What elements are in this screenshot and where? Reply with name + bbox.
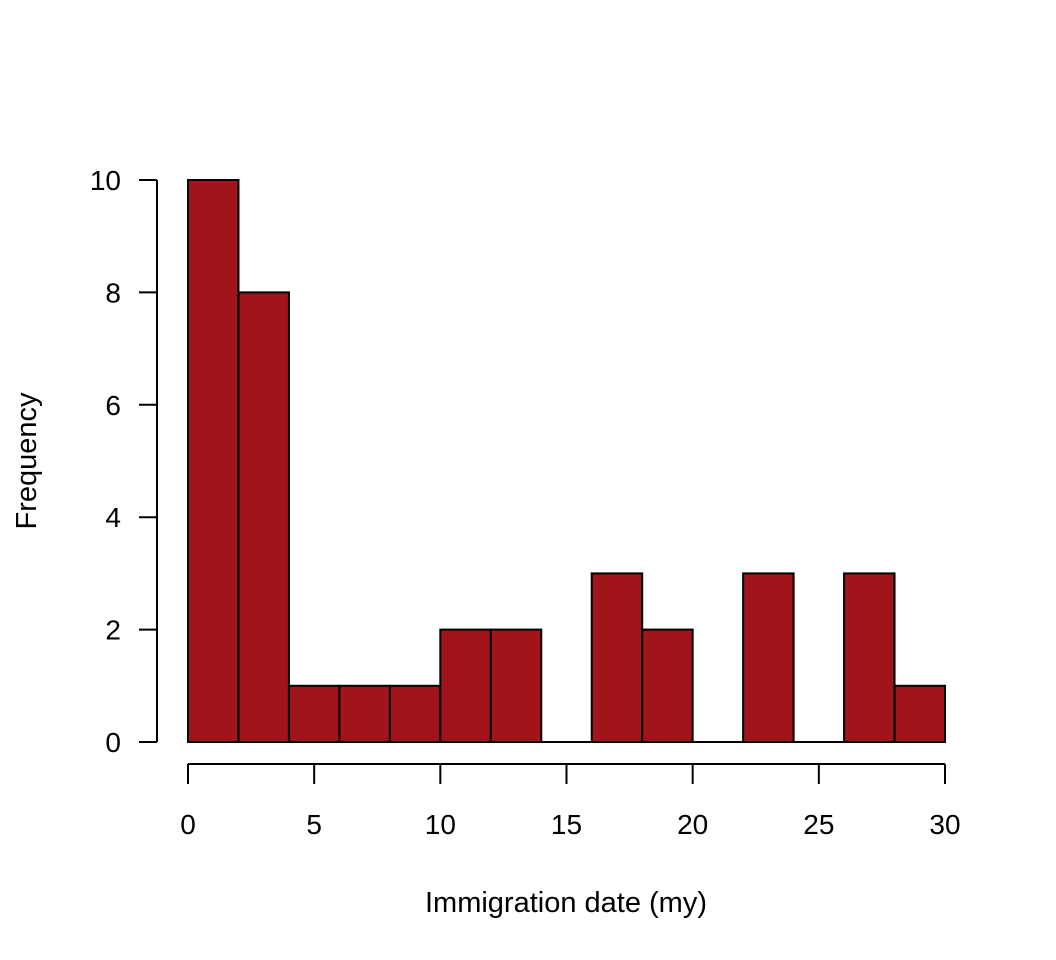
histogram-bar <box>742 572 795 744</box>
y-axis-title: Frequency <box>11 392 43 530</box>
histogram-bar <box>338 684 391 743</box>
x-tick-label: 0 <box>180 809 196 840</box>
histogram-bar <box>489 628 543 743</box>
x-tick-label: 25 <box>803 809 834 840</box>
x-tick-label: 30 <box>929 809 960 840</box>
x-tick-label: 10 <box>425 809 456 840</box>
histogram-bar <box>590 572 644 744</box>
histogram-bar <box>388 684 442 743</box>
histogram-bar <box>287 684 341 743</box>
y-tick-label: 6 <box>105 390 121 421</box>
x-tick-label: 15 <box>551 809 582 840</box>
y-tick-label: 2 <box>105 615 121 646</box>
x-tick-label: 20 <box>677 809 708 840</box>
x-axis: 0 5 10 15 20 25 30 <box>180 763 961 840</box>
y-tick-label: 4 <box>105 502 121 533</box>
histogram-bar <box>893 684 946 743</box>
y-tick-label: 8 <box>105 277 121 308</box>
histogram-bar <box>843 572 896 744</box>
histogram-bar <box>641 628 694 743</box>
histogram-bar <box>237 291 290 743</box>
histogram-bar <box>187 179 240 743</box>
x-axis-title: Immigration date (my) <box>425 887 707 919</box>
histogram-bars <box>187 179 946 744</box>
y-tick-label: 0 <box>105 727 121 758</box>
y-tick-label: 10 <box>90 165 121 196</box>
y-axis: 0 2 4 6 8 10 <box>90 165 158 758</box>
histogram-bar <box>439 628 492 743</box>
x-tick-label: 5 <box>306 809 322 840</box>
